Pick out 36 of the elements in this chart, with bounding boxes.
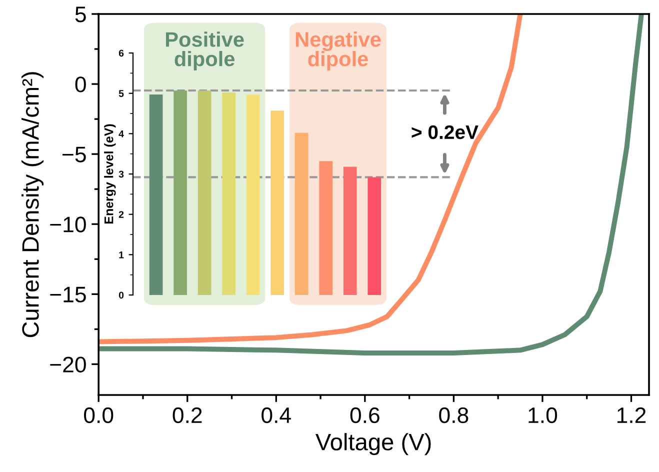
y-tick-label: 3 [118, 170, 124, 178]
y-axis-title: Energy level (eV) [104, 124, 116, 224]
y-tick-label: 6 [118, 50, 124, 57]
y-tick-label: 2 [118, 211, 124, 218]
x-tick-label: 0.4 [262, 407, 291, 424]
x-tick-label: 0.6 [350, 407, 380, 424]
bar [294, 132, 308, 295]
x-tick-label: 0.0 [84, 407, 114, 424]
y-tick-label: 0 [75, 76, 86, 92]
bar [198, 90, 212, 295]
y-tick-label: 0 [118, 292, 124, 299]
y-tick-label: 5 [118, 90, 124, 97]
y-tick-label: 1 [119, 252, 124, 258]
y-tick-label: −20 [50, 356, 86, 372]
bar [246, 94, 260, 295]
y-tick-label: −5 [62, 146, 86, 162]
bar [368, 177, 382, 295]
bar [270, 110, 284, 295]
x-tick-label: 1.2 [617, 407, 646, 423]
y-axis-title: Current Density (mA/cm²) [22, 72, 44, 338]
bar [319, 161, 333, 295]
x-tick-label: 1.0 [528, 407, 558, 424]
y-tick-label: −10 [50, 216, 86, 232]
bar [222, 92, 236, 295]
x-tick-label: 0.8 [439, 407, 468, 424]
y-tick-label: 5 [75, 6, 86, 22]
y-tick-label: −15 [50, 286, 86, 302]
bar [174, 90, 187, 295]
annotation: Negative dipole [296, 32, 381, 70]
x-axis-title: Voltage (V) [316, 433, 431, 456]
bar [343, 166, 357, 295]
bar [149, 94, 163, 295]
y-tick-label: 4 [118, 130, 124, 138]
annotation: Positive dipole [166, 32, 244, 70]
x-tick-label: 0.2 [172, 407, 202, 424]
annotation: > 0.2eV [412, 125, 478, 140]
